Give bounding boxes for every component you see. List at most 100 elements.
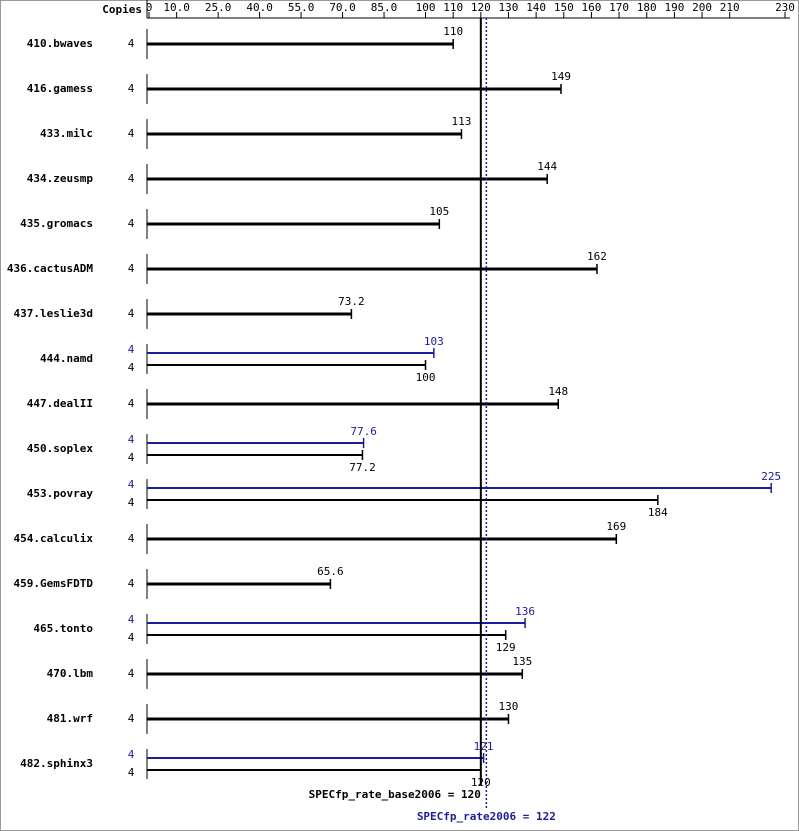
x-tick-label: 150 [554,1,574,14]
copies: 4 [128,532,135,545]
category-label: 410.bwaves [27,37,93,50]
value-label-base: 100 [416,371,436,384]
bar [147,402,559,406]
x-tick-label: 180 [637,1,657,14]
bar [147,442,364,444]
category-label: 437.leslie3d [14,307,93,320]
category-label: 433.milc [40,127,93,140]
copies: 4 [128,667,135,680]
reference-label: SPECfp_rate2006 = 122 [417,810,556,823]
category-label: 447.dealII [27,397,93,410]
x-tick-label: 160 [581,1,601,14]
x-tick-label: 210 [720,1,740,14]
copies-peak: 4 [128,478,135,491]
value-label-peak: 103 [424,335,444,348]
bar [147,222,440,226]
reference-label: SPECfp_rate_base2006 = 120 [309,788,481,801]
value-label: 169 [606,520,626,533]
value-label-base: 184 [648,506,668,519]
bar [147,177,548,181]
copies-base: 4 [128,631,135,644]
x-tick-label: 85.0 [371,1,398,14]
x-tick-label: 100 [416,1,436,14]
copies-base: 4 [128,766,135,779]
copies-header: Copies [102,3,142,16]
x-tick-label: 130 [499,1,519,14]
category-label: 434.zeusmp [27,172,94,185]
value-label-base: 129 [496,641,516,654]
copies-base: 4 [128,451,135,464]
value-label-peak: 136 [515,605,535,618]
category-label: 459.GemsFDTD [14,577,94,590]
copies-peak: 4 [128,343,135,356]
copies-base: 4 [128,361,135,374]
category-label: 416.gamess [27,82,93,95]
x-tick-label: 120 [471,1,491,14]
copies-base: 4 [128,496,135,509]
x-tick-label: 55.0 [288,1,315,14]
copies: 4 [128,127,135,140]
bar [147,582,331,586]
x-tick-label: 140 [526,1,546,14]
x-tick-label: 190 [664,1,684,14]
bar [147,87,562,91]
copies-peak: 4 [128,613,135,626]
category-label: 450.soplex [27,442,94,455]
value-label: 65.6 [317,565,344,578]
category-label: 453.povray [27,487,94,500]
x-tick-label: 170 [609,1,629,14]
bar [147,364,426,366]
copies: 4 [128,397,135,410]
bar [147,769,481,771]
bar [147,717,509,721]
bar [147,757,484,759]
value-label: 162 [587,250,607,263]
bar [147,312,352,316]
value-label: 130 [499,700,519,713]
copies: 4 [128,262,135,275]
x-tick-label: 0 [146,1,153,14]
value-label: 110 [443,25,463,38]
x-tick-label: 230 [775,1,795,14]
x-tick-label: 25.0 [205,1,232,14]
copies: 4 [128,577,135,590]
value-label-base: 77.2 [349,461,376,474]
copies: 4 [128,217,135,230]
bar [147,132,462,136]
x-tick-label: 10.0 [163,1,190,14]
bar [147,267,597,271]
value-label: 148 [548,385,568,398]
copies: 4 [128,82,135,95]
value-label-peak: 77.6 [350,425,377,438]
value-label: 105 [429,205,449,218]
bar [147,672,523,676]
category-label: 481.wrf [47,712,93,725]
copies: 4 [128,307,135,320]
bar [147,352,434,354]
bar [147,634,506,636]
x-tick-label: 70.0 [329,1,356,14]
value-label-peak: 225 [761,470,781,483]
copies-peak: 4 [128,748,135,761]
value-label: 73.2 [338,295,365,308]
bar [147,499,658,501]
copies: 4 [128,37,135,50]
category-label: 482.sphinx3 [20,757,93,770]
value-label-peak: 121 [474,740,494,753]
category-label: 470.lbm [47,667,94,680]
category-label: 436.cactusADM [7,262,93,275]
copies-peak: 4 [128,433,135,446]
category-label: 465.tonto [33,622,93,635]
bar [147,42,454,46]
category-label: 444.namd [40,352,93,365]
x-tick-label: 110 [443,1,463,14]
x-tick-label: 200 [692,1,712,14]
bar [147,487,772,489]
bar [147,454,363,456]
category-label: 454.calculix [14,532,94,545]
bar [147,622,526,624]
copies: 4 [128,172,135,185]
copies: 4 [128,712,135,725]
